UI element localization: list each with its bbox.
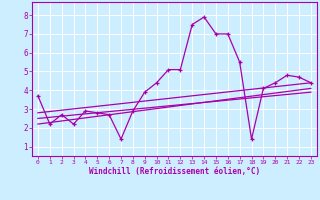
X-axis label: Windchill (Refroidissement éolien,°C): Windchill (Refroidissement éolien,°C) (89, 167, 260, 176)
